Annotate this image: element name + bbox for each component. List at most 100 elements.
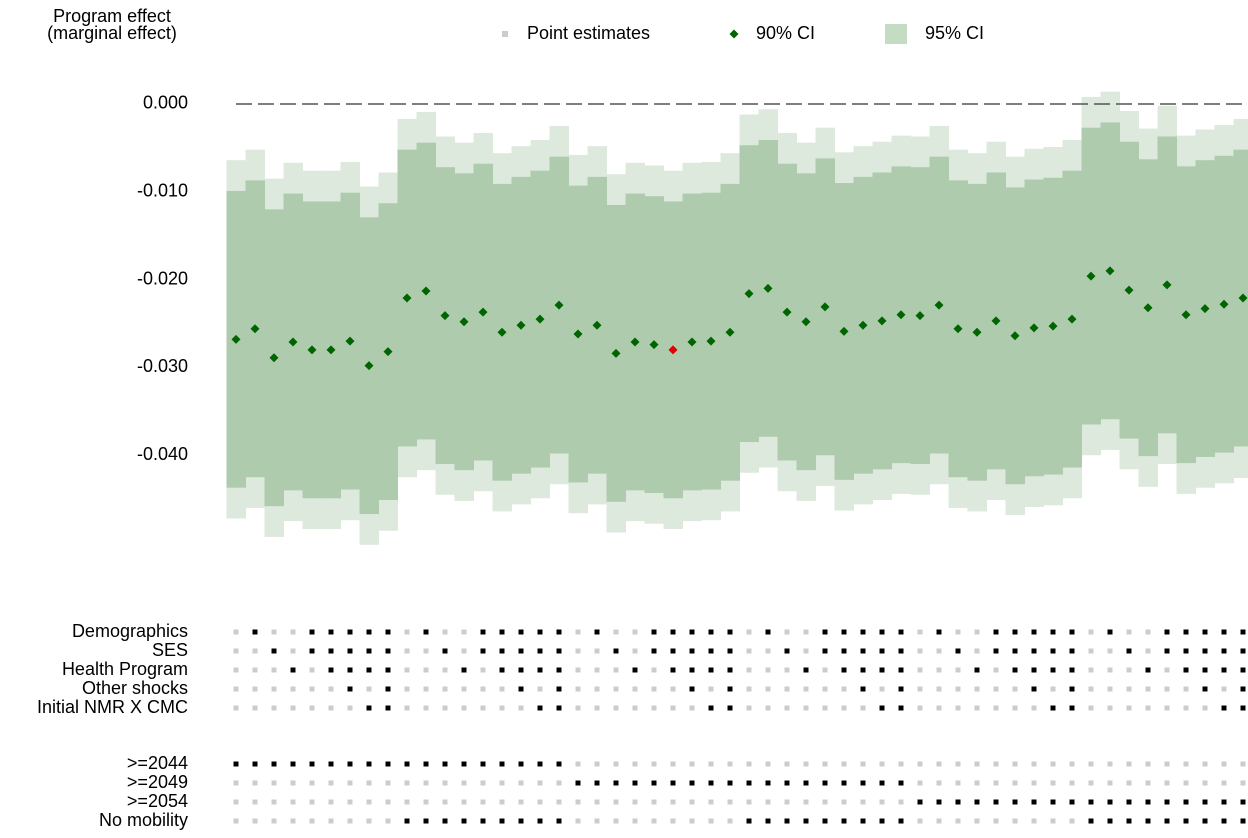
indicator — [1145, 799, 1151, 805]
indicator — [1240, 629, 1246, 635]
indicator — [765, 780, 771, 786]
indicator — [594, 818, 600, 824]
indicator — [404, 799, 410, 805]
y-tick-label: -0.030 — [137, 356, 188, 376]
indicator — [556, 780, 562, 786]
indicator-label: >=2049 — [127, 772, 188, 792]
indicator — [499, 667, 505, 673]
indicator — [917, 705, 923, 711]
indicator — [537, 648, 543, 654]
indicator — [708, 686, 714, 692]
indicator — [1164, 629, 1170, 635]
indicator — [841, 667, 847, 673]
indicator — [366, 799, 372, 805]
indicator — [803, 629, 809, 635]
indicator — [556, 761, 562, 767]
indicator — [556, 629, 562, 635]
indicator — [860, 818, 866, 824]
indicator — [537, 818, 543, 824]
indicator — [632, 761, 638, 767]
indicator — [1012, 629, 1018, 635]
indicator — [860, 648, 866, 654]
indicator — [1221, 667, 1227, 673]
indicator — [1240, 705, 1246, 711]
indicator — [1126, 761, 1132, 767]
indicator — [290, 667, 296, 673]
indicator — [347, 667, 353, 673]
indicator — [1145, 686, 1151, 692]
indicator — [328, 799, 334, 805]
indicator — [252, 667, 258, 673]
indicator — [974, 629, 980, 635]
indicator — [1126, 705, 1132, 711]
indicator — [1031, 818, 1037, 824]
point-estimate — [364, 361, 374, 371]
indicator — [385, 648, 391, 654]
indicator — [328, 648, 334, 654]
indicator — [518, 686, 524, 692]
indicator — [347, 761, 353, 767]
point-estimate — [554, 300, 564, 310]
indicator — [1164, 799, 1170, 805]
indicator — [689, 686, 695, 692]
indicator — [708, 761, 714, 767]
indicator — [1012, 780, 1018, 786]
indicator — [632, 818, 638, 824]
indicator — [290, 780, 296, 786]
indicator — [1069, 629, 1075, 635]
indicator-label: >=2044 — [127, 753, 188, 773]
indicator — [575, 705, 581, 711]
indicator — [442, 629, 448, 635]
indicator — [537, 667, 543, 673]
indicator — [803, 780, 809, 786]
indicator — [575, 799, 581, 805]
indicator — [309, 761, 315, 767]
indicator — [955, 780, 961, 786]
indicator — [347, 648, 353, 654]
indicator — [252, 686, 258, 692]
indicator — [1012, 686, 1018, 692]
indicator — [993, 629, 999, 635]
indicator — [461, 799, 467, 805]
point-estimate — [744, 289, 754, 299]
indicator — [385, 761, 391, 767]
indicator — [1069, 780, 1075, 786]
indicator — [271, 818, 277, 824]
indicator — [1031, 780, 1037, 786]
indicator — [974, 818, 980, 824]
indicator — [1240, 667, 1246, 673]
indicator — [1221, 648, 1227, 654]
indicator — [328, 761, 334, 767]
indicator — [746, 629, 752, 635]
indicator — [1202, 761, 1208, 767]
indicator — [803, 648, 809, 654]
indicator — [879, 780, 885, 786]
y-tick-label: -0.040 — [137, 444, 188, 464]
indicator — [1107, 780, 1113, 786]
indicator — [1183, 705, 1189, 711]
indicator — [803, 761, 809, 767]
indicator — [1107, 761, 1113, 767]
point-estimate — [1010, 331, 1020, 341]
indicator — [1145, 761, 1151, 767]
indicator — [1031, 648, 1037, 654]
point-estimate — [440, 311, 450, 321]
indicator — [632, 667, 638, 673]
indicator — [841, 705, 847, 711]
indicator — [499, 705, 505, 711]
point-estimate — [858, 320, 868, 330]
indicator — [784, 686, 790, 692]
indicator — [1088, 686, 1094, 692]
point-estimate — [763, 283, 773, 293]
indicator-label: Demographics — [72, 621, 188, 641]
indicator — [1126, 799, 1132, 805]
indicator — [575, 686, 581, 692]
point-estimate — [839, 326, 849, 336]
indicator — [442, 799, 448, 805]
indicator — [917, 799, 923, 805]
indicator — [765, 799, 771, 805]
indicator — [1164, 818, 1170, 824]
legend-label: 90% CI — [756, 23, 815, 43]
indicator — [974, 761, 980, 767]
y-axis-label: (marginal effect) — [47, 23, 177, 43]
